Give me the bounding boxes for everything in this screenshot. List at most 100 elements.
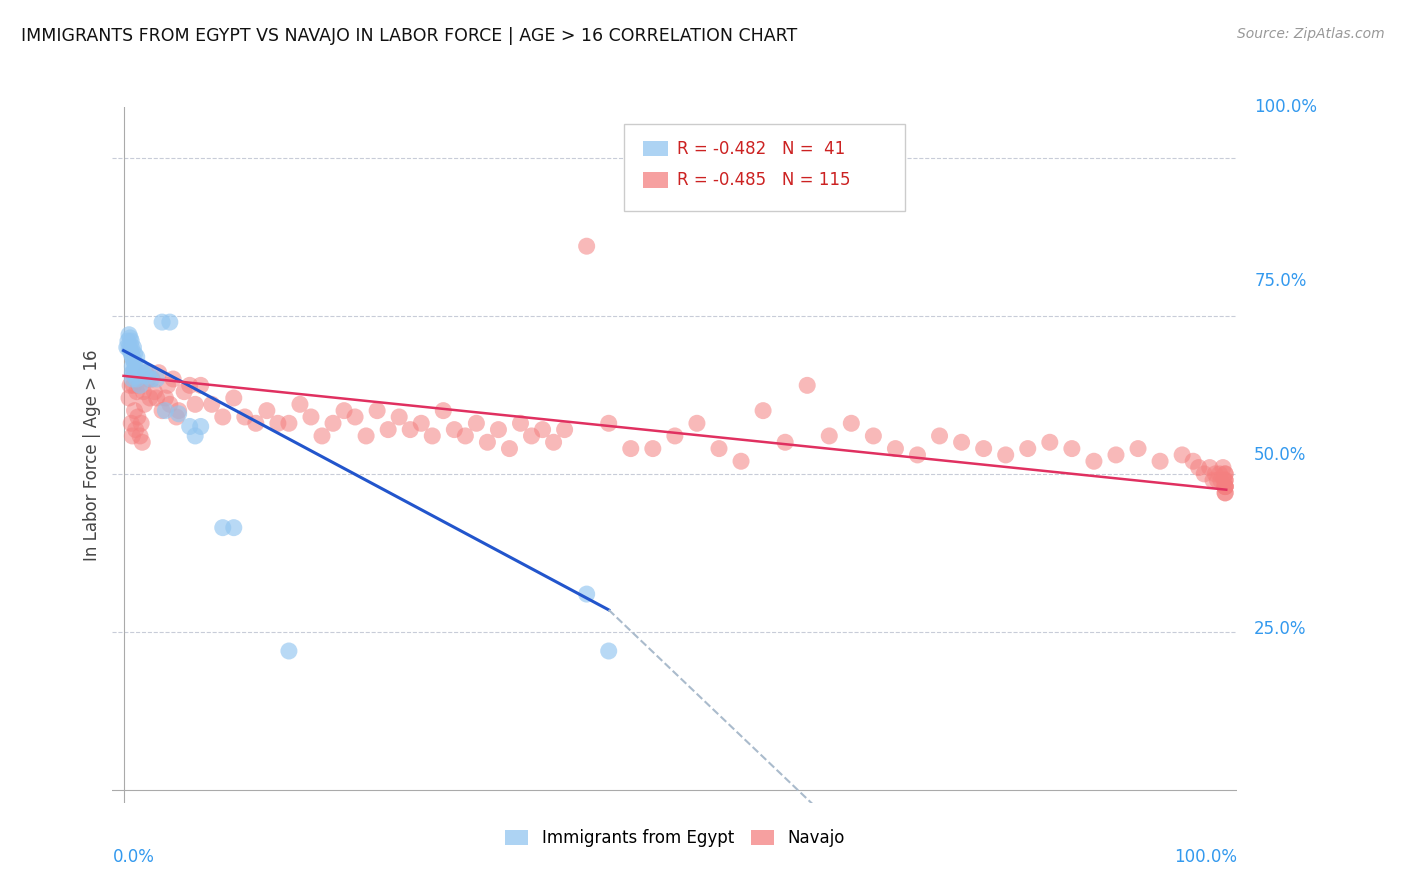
Point (139, 372, 162, 386)
FancyBboxPatch shape (624, 124, 905, 211)
Point (150, 315, 173, 329)
Point (129, 417, 152, 431)
Point (135, 366, 157, 380)
Point (120, 347, 142, 361)
Point (1213, 479, 1236, 493)
Point (1039, 435, 1062, 450)
Point (1208, 467, 1230, 481)
Text: IMMIGRANTS FROM EGYPT VS NAVAJO IN LABOR FORCE | AGE > 16 CORRELATION CHART: IMMIGRANTS FROM EGYPT VS NAVAJO IN LABOR… (21, 27, 797, 45)
Point (129, 429, 152, 443)
Point (211, 409, 233, 424)
Point (1188, 460, 1211, 475)
Point (124, 347, 146, 361)
Point (1213, 486, 1236, 500)
Text: R = -0.482   N =  41: R = -0.482 N = 41 (678, 140, 845, 158)
Point (641, 442, 664, 456)
Bar (644, 172, 668, 187)
Point (145, 372, 167, 386)
Point (125, 384, 148, 399)
Point (554, 423, 576, 437)
Point (575, 587, 598, 601)
Point (543, 435, 565, 450)
Point (120, 378, 142, 392)
Point (122, 353, 145, 368)
Point (498, 442, 520, 456)
Point (117, 334, 139, 348)
Point (173, 384, 195, 399)
Point (1213, 479, 1236, 493)
Point (509, 417, 531, 431)
Point (575, 239, 598, 253)
Point (129, 359, 152, 374)
Point (167, 403, 190, 417)
Point (118, 327, 141, 342)
Point (162, 372, 184, 386)
Point (1017, 442, 1039, 456)
Point (928, 429, 950, 443)
Point (267, 417, 290, 431)
Point (136, 372, 159, 386)
Point (127, 409, 149, 424)
Point (531, 423, 554, 437)
Point (124, 368, 146, 383)
Point (245, 417, 267, 431)
Point (1083, 454, 1105, 468)
Point (155, 403, 177, 417)
Point (1209, 473, 1232, 487)
Legend: Immigrants from Egypt, Navajo: Immigrants from Egypt, Navajo (498, 822, 852, 854)
Text: 50.0%: 50.0% (1254, 446, 1306, 464)
Point (222, 391, 245, 405)
Point (1213, 486, 1236, 500)
Point (377, 423, 399, 437)
Point (598, 417, 620, 431)
Point (135, 368, 157, 383)
Point (143, 384, 166, 399)
Bar (644, 141, 668, 156)
Point (411, 417, 433, 431)
Point (884, 442, 907, 456)
Text: 0.0%: 0.0% (112, 848, 155, 866)
Text: 100.0%: 100.0% (1254, 98, 1317, 116)
Point (115, 340, 138, 354)
Point (277, 417, 299, 431)
Point (752, 403, 775, 417)
Point (354, 429, 377, 443)
Point (120, 417, 142, 431)
Point (136, 366, 159, 380)
Point (1213, 467, 1236, 481)
Point (145, 391, 167, 405)
Point (686, 417, 709, 431)
Text: Source: ZipAtlas.com: Source: ZipAtlas.com (1237, 27, 1385, 41)
Point (132, 366, 155, 380)
Text: 25.0%: 25.0% (1254, 620, 1306, 638)
Point (818, 429, 841, 443)
Point (167, 407, 190, 421)
Point (1206, 473, 1229, 487)
Y-axis label: In Labor Force | Age > 16: In Labor Force | Age > 16 (83, 349, 101, 561)
Point (1213, 473, 1236, 487)
Point (399, 423, 422, 437)
Point (184, 397, 207, 411)
Point (620, 442, 643, 456)
Point (120, 334, 142, 348)
Point (311, 429, 333, 443)
Point (165, 409, 187, 424)
Point (120, 331, 142, 345)
Point (159, 397, 181, 411)
Point (159, 315, 181, 329)
Point (1212, 460, 1234, 475)
Point (120, 343, 142, 358)
Point (190, 378, 212, 392)
Point (148, 366, 170, 380)
Point (190, 419, 212, 434)
Point (973, 442, 995, 456)
Point (124, 362, 146, 376)
Point (125, 372, 148, 386)
Point (730, 454, 752, 468)
Point (1213, 473, 1236, 487)
Point (118, 340, 141, 354)
Point (121, 429, 143, 443)
Point (139, 391, 162, 405)
Point (124, 423, 146, 437)
Point (120, 340, 142, 354)
